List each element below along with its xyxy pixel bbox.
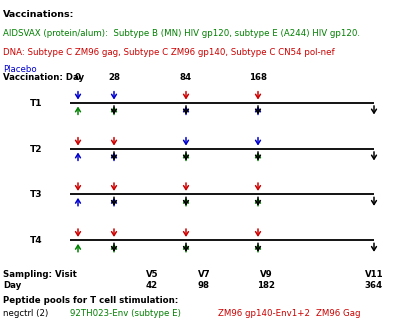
Text: 98: 98 (198, 281, 210, 290)
Text: V9: V9 (260, 270, 272, 279)
Text: T2: T2 (30, 145, 42, 154)
Text: 84: 84 (180, 73, 192, 82)
Text: T1: T1 (30, 98, 42, 108)
Text: 364: 364 (365, 281, 383, 290)
Text: 0: 0 (75, 73, 81, 82)
Text: V11: V11 (365, 270, 383, 279)
Text: 42: 42 (146, 281, 158, 290)
Text: T4: T4 (29, 236, 42, 245)
Text: Vaccination: Day: Vaccination: Day (3, 73, 84, 82)
Text: T3: T3 (30, 190, 42, 199)
Text: Sampling: Visit: Sampling: Visit (3, 270, 77, 279)
Text: ZM96 Gag: ZM96 Gag (316, 309, 360, 318)
Text: Peptide pools for T cell stimulation:: Peptide pools for T cell stimulation: (3, 296, 178, 305)
Text: DNA: Subtype C ZM96 gag, Subtype C ZM96 gp140, Subtype C CN54 pol-nef: DNA: Subtype C ZM96 gag, Subtype C ZM96 … (3, 48, 335, 57)
Text: 92TH023-Env (subtype E): 92TH023-Env (subtype E) (70, 309, 181, 318)
Text: negctrl (2): negctrl (2) (3, 309, 48, 318)
Text: 168: 168 (249, 73, 267, 82)
Text: ZM96 gp140-Env1+2: ZM96 gp140-Env1+2 (218, 309, 310, 318)
Text: AIDSVAX (protein/alum):  Subtype B (MN) HIV gp120, subtype E (A244) HIV gp120.: AIDSVAX (protein/alum): Subtype B (MN) H… (3, 29, 360, 38)
Text: Day: Day (3, 281, 22, 290)
Text: 28: 28 (108, 73, 120, 82)
Text: 182: 182 (257, 281, 275, 290)
Text: V7: V7 (198, 270, 210, 279)
Text: Vaccinations:: Vaccinations: (3, 10, 74, 19)
Text: V5: V5 (146, 270, 158, 279)
Text: Placebo: Placebo (3, 65, 37, 74)
